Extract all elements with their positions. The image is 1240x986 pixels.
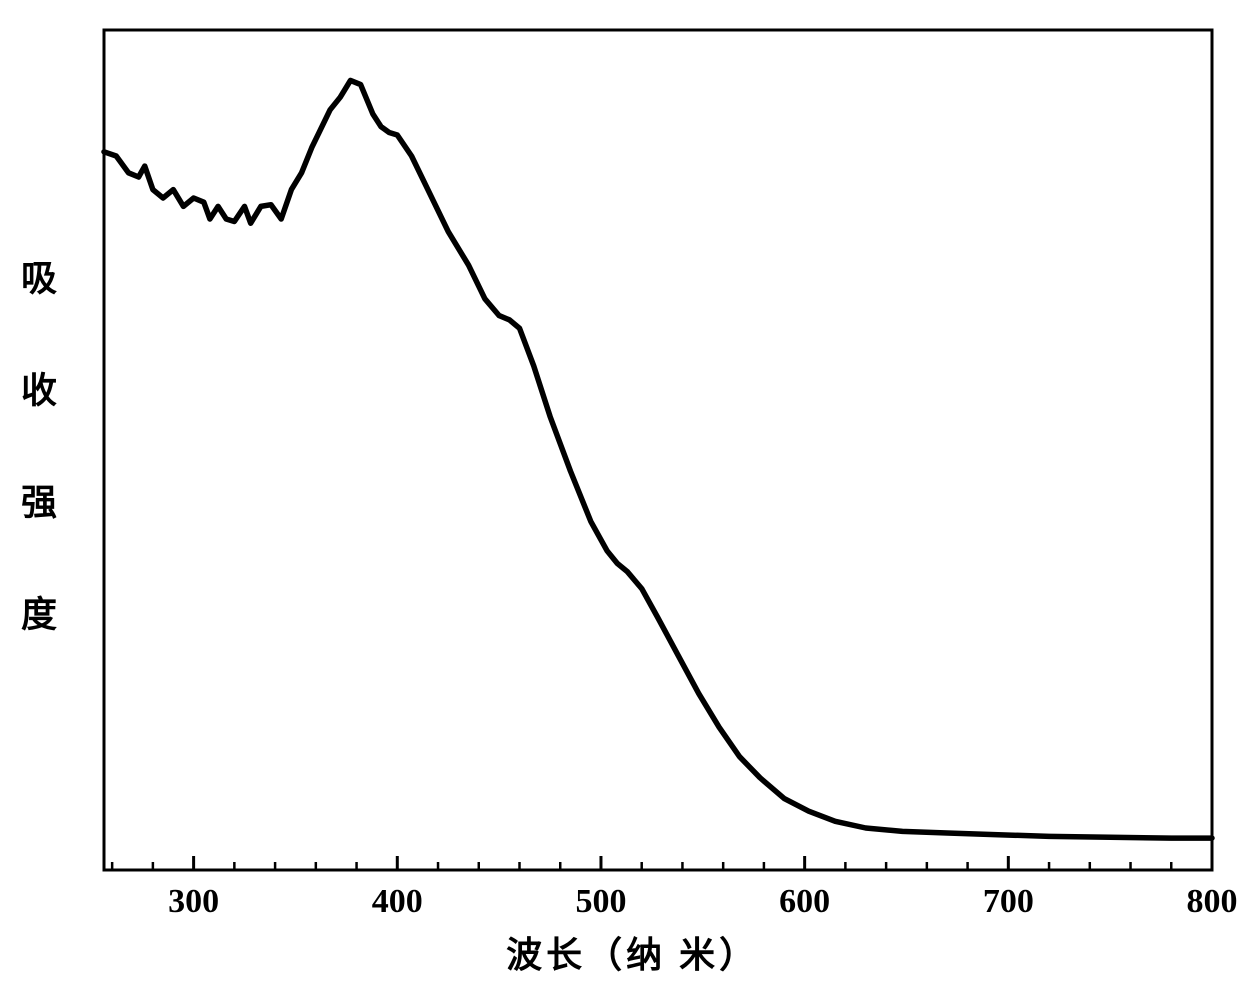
svg-text:700: 700 (983, 883, 1034, 920)
svg-text:400: 400 (372, 883, 423, 920)
plot-svg: 300 400 500 600 700 800 (0, 0, 1240, 986)
svg-text:800: 800 (1187, 883, 1238, 920)
chart-container: 吸 收 强 度 波长（纳 米） 300400500600700800 (0, 0, 1240, 986)
svg-text:600: 600 (779, 883, 830, 920)
svg-text:300: 300 (168, 883, 219, 920)
svg-text:500: 500 (575, 883, 626, 920)
